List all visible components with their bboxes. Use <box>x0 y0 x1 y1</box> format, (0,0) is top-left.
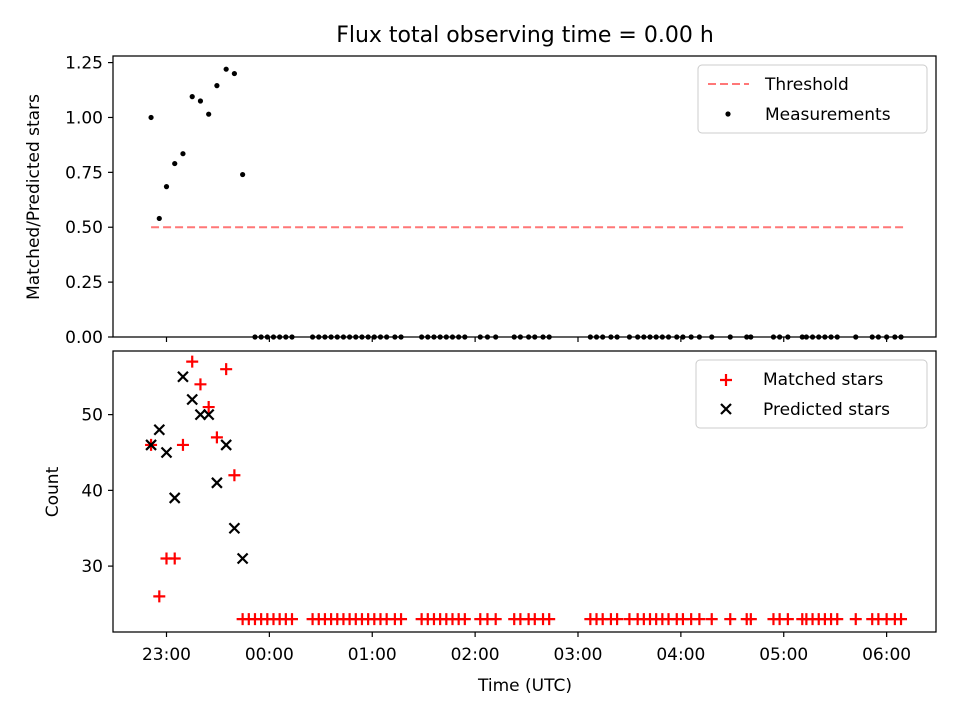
top-legend-box <box>697 64 928 134</box>
measurement-point <box>172 160 178 167</box>
bottom-legend: Matched stars Predicted stars <box>695 359 928 429</box>
matched-star-point <box>849 613 862 626</box>
top-x-ticks <box>165 337 888 342</box>
matched-star-point <box>724 613 737 626</box>
predicted-star-point <box>236 552 249 565</box>
legend-measurements-swatch <box>725 111 731 117</box>
top-y-tick-label: 1.25 <box>65 54 103 74</box>
legend-predicted-swatch <box>720 403 732 415</box>
matched-star-point <box>895 613 908 626</box>
matched-star-point <box>194 378 207 391</box>
bottom-plot-frame <box>112 350 937 633</box>
top-y-tick-label: 0.75 <box>65 163 103 183</box>
measurement-point <box>163 184 170 190</box>
measurement-point <box>223 66 229 72</box>
x-tick-label: 03:00 <box>553 645 602 665</box>
x-tick-label: 02:00 <box>451 645 500 665</box>
chart-title: Flux total observing time = 0.00 h <box>336 23 714 48</box>
x-tick-label: 01:00 <box>348 645 397 665</box>
predicted-star-point <box>228 522 241 535</box>
x-tick-label: 00:00 <box>245 645 294 665</box>
bottom-y-axis-label: Count <box>43 466 63 517</box>
bottom-y-ticks: 30 40 50 <box>81 406 113 577</box>
predicted-star-point <box>160 446 173 459</box>
measurement-point <box>240 171 246 178</box>
measurement-point <box>231 70 237 77</box>
matched-star-point <box>458 613 471 626</box>
top-y-ticks: 0.00 0.25 0.50 0.75 1.00 1.25 <box>65 54 113 348</box>
matched-star-point <box>168 552 181 565</box>
matched-star-point <box>831 613 844 626</box>
predicted-star-point <box>186 393 198 406</box>
top-panel: 0.00 0.25 0.50 0.75 1.00 1.25 Matched/Predict… <box>24 54 937 348</box>
measurement-point <box>197 98 204 104</box>
matched-star-point <box>489 613 502 626</box>
matched-star-point <box>744 613 757 626</box>
measurement-point <box>214 83 220 89</box>
predicted-star-point <box>220 439 232 451</box>
measurement-point <box>206 111 212 117</box>
x-tick-label: 23:00 <box>142 645 191 665</box>
predicted-star-point <box>168 492 181 504</box>
top-y-tick-label: 0.00 <box>65 328 103 348</box>
matched-star-point <box>202 401 215 414</box>
matched-star-point <box>186 355 199 368</box>
matched-star-point <box>693 613 706 626</box>
legend-threshold-label: Threshold <box>764 75 849 95</box>
x-tick-label: 04:00 <box>656 645 705 665</box>
x-axis-label: Time (UTC) <box>477 676 572 696</box>
legend-matched-swatch <box>720 374 732 386</box>
bottom-y-tick-label: 30 <box>81 557 103 577</box>
matched-star-point <box>395 613 408 626</box>
predicted-star-point <box>153 423 166 436</box>
matched-star-point <box>153 590 166 603</box>
top-y-axis-label: Matched/Predicted stars <box>24 94 44 300</box>
matched-star-point <box>611 613 624 626</box>
x-tick-label: 06:00 <box>862 645 911 665</box>
matched-star-point <box>286 613 299 626</box>
bottom-panel: 30 40 50 23:00 00:00 01:00 02:00 03:00 04:00 05:… <box>43 350 937 696</box>
measurement-point <box>156 215 162 222</box>
measurement-point <box>180 151 186 157</box>
predicted-star-point <box>177 370 189 383</box>
matched-star-point <box>210 431 223 444</box>
legend-predicted-label: Predicted stars <box>763 400 890 420</box>
legend-matched-label: Matched stars <box>763 370 883 390</box>
top-y-tick-label: 1.00 <box>65 108 103 128</box>
matched-star-point <box>220 363 233 376</box>
legend-measurements-label: Measurements <box>765 105 891 125</box>
bottom-y-tick-label: 50 <box>81 406 103 426</box>
predicted-star-point <box>194 408 207 421</box>
measurement-point <box>189 94 195 100</box>
matched-star-point <box>705 613 718 626</box>
bottom-legend-box <box>695 359 928 429</box>
top-y-tick-label: 0.50 <box>65 218 103 238</box>
top-y-tick-label: 0.25 <box>65 273 103 293</box>
measurement-point <box>148 114 154 121</box>
matched-star-point <box>176 438 189 451</box>
matched-star-point <box>228 469 241 482</box>
predicted-star-point <box>211 477 223 489</box>
bottom-panel-marks <box>145 355 908 626</box>
x-tick-label: 05:00 <box>759 645 808 665</box>
bottom-x-ticks: 23:00 00:00 01:00 02:00 03:00 04:00 05:00 06:00 <box>142 632 911 665</box>
top-legend: Threshold Measurements <box>697 64 928 134</box>
bottom-y-tick-label: 40 <box>81 481 103 501</box>
matched-star-point <box>781 613 794 626</box>
top-plot-frame <box>112 55 937 338</box>
predicted-star-point <box>145 439 157 451</box>
matched-star-point <box>543 613 556 626</box>
predicted-star-point <box>202 408 215 421</box>
